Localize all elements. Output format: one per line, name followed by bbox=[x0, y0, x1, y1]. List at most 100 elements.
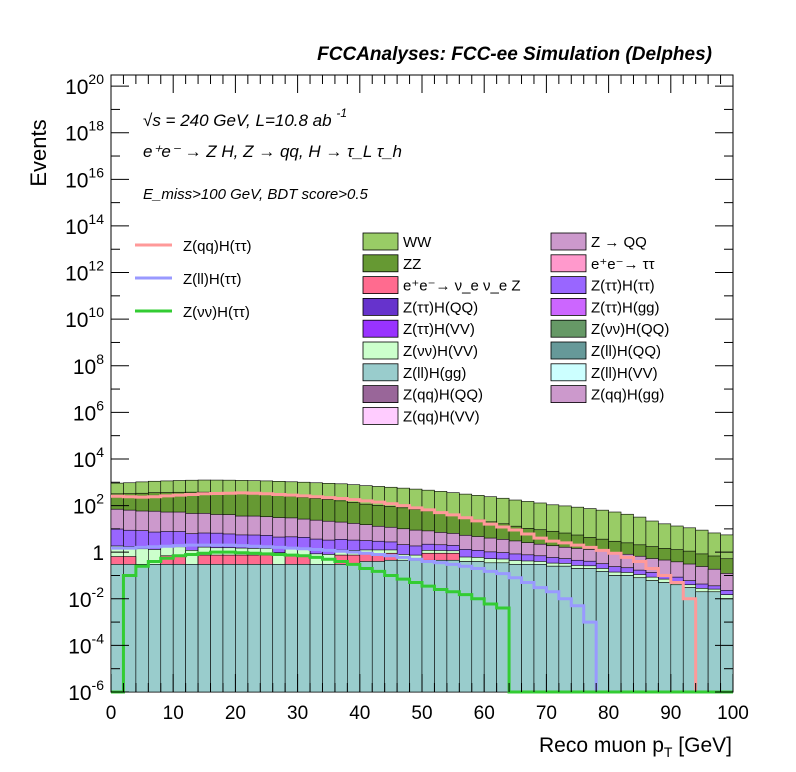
bin-zllhgg-41 bbox=[620, 575, 634, 693]
legend-fill-label: Z(ll)H(VV) bbox=[591, 365, 658, 382]
bin-zllhgg-45 bbox=[670, 584, 684, 693]
legend-fill-swatch bbox=[550, 341, 587, 360]
y-tick-label: 104 bbox=[73, 444, 104, 472]
bin-zllhgg-26 bbox=[434, 559, 448, 693]
bin-zllhgg-39 bbox=[595, 571, 609, 693]
y-tick-label: 10-6 bbox=[68, 677, 104, 705]
bin-zllhgg-24 bbox=[409, 559, 423, 693]
bin-zllhgg-17 bbox=[322, 564, 336, 693]
x-tick-label: 70 bbox=[536, 703, 557, 724]
legend-fill-swatch bbox=[550, 254, 587, 273]
y-tick-label: 1020 bbox=[65, 71, 104, 99]
y-tick-label: 106 bbox=[73, 397, 104, 425]
legend-fill-label: Z(qq)H(VV) bbox=[403, 408, 480, 425]
legend-fill-label: Z(ττ)H(QQ) bbox=[403, 299, 478, 316]
legend-fill-swatch bbox=[362, 276, 399, 295]
bin-zllhgg-10 bbox=[235, 564, 249, 693]
bin-zllhgg-25 bbox=[421, 559, 435, 693]
bin-zllhgg-47 bbox=[695, 591, 709, 693]
bin-zllhgg-18 bbox=[334, 564, 348, 693]
energy-line: √s = 240 GeV, L=10.8 ab bbox=[143, 111, 332, 130]
y-tick-label: 1014 bbox=[65, 211, 104, 239]
bin-zllhgg-19 bbox=[347, 564, 361, 693]
bin-zllhgg-35 bbox=[546, 565, 560, 693]
bin-zllhgg-8 bbox=[210, 564, 224, 693]
axis-layer: 0 10 20 30 40 50 60 70 80 90 10010-610-410-2110210… bbox=[65, 71, 749, 724]
legend-fill-label: e⁺e⁻→ ν_e ν_e Z bbox=[403, 278, 521, 295]
legend-fill-swatch bbox=[550, 276, 587, 295]
bin-zllhgg-44 bbox=[658, 582, 672, 693]
y-axis-title: Events bbox=[26, 119, 51, 186]
bin-zllhgg-14 bbox=[284, 564, 298, 693]
x-tick-label: 100 bbox=[717, 703, 749, 724]
bin-zllhgg-6 bbox=[185, 564, 199, 693]
legend-fill-label: Z(ττ)H(ττ) bbox=[591, 278, 655, 295]
legend-fill-swatch bbox=[550, 363, 587, 382]
bin-zllhgg-7 bbox=[197, 564, 211, 693]
legend-fill-label: Z → QQ bbox=[591, 234, 647, 251]
signal-layer bbox=[111, 491, 733, 694]
legend-line-label: Z(qq)H(ττ) bbox=[183, 238, 252, 255]
legend-fill-swatch bbox=[362, 385, 399, 404]
bin-zllhgg-30 bbox=[483, 562, 497, 693]
series-line-zllhtt bbox=[111, 543, 733, 694]
process-annotation: e⁺e⁻ → Z H, Z → qq, H → τ_L τ_h bbox=[143, 142, 402, 161]
legend-fill-swatch bbox=[362, 406, 399, 425]
y-tick-label: 1018 bbox=[65, 118, 104, 146]
x-axis-title-unit: [GeV] bbox=[672, 734, 732, 757]
legend-fill-label: Z(ττ)H(gg) bbox=[591, 299, 660, 316]
bin-zllhgg-4 bbox=[160, 564, 174, 693]
y-tick-label: 1012 bbox=[65, 258, 104, 286]
legend-fill-label: Z(νν)H(VV) bbox=[403, 343, 478, 360]
series-line-zqqhtt bbox=[111, 491, 733, 694]
bin-zllhgg-0 bbox=[110, 564, 124, 693]
bin-zllhgg-9 bbox=[222, 564, 236, 693]
legend-fill-swatch bbox=[362, 341, 399, 360]
legend-fill-swatch bbox=[550, 385, 587, 404]
legend-fill-swatch bbox=[550, 319, 587, 338]
bin-zllhgg-48 bbox=[707, 591, 721, 693]
legend-fill-label: Z(ττ)H(VV) bbox=[403, 321, 475, 338]
cuts-annotation: E_miss>100 GeV, BDT score>0.5 bbox=[143, 186, 368, 203]
x-tick-label: 80 bbox=[598, 703, 619, 724]
bin-zllhgg-43 bbox=[645, 580, 659, 693]
legend-fill-label: Z(qq)H(QQ) bbox=[403, 387, 483, 404]
y-tick-label: 102 bbox=[73, 491, 104, 519]
x-tick-label: 30 bbox=[287, 703, 308, 724]
series-line-znnhtt bbox=[111, 550, 733, 694]
legend-line-label: Z(νν)H(ττ) bbox=[183, 304, 250, 321]
legend-fill-swatch bbox=[362, 232, 399, 251]
legend-fill-swatch bbox=[362, 254, 399, 273]
x-tick-label: 40 bbox=[349, 703, 370, 724]
x-tick-label: 90 bbox=[660, 703, 681, 724]
bin-zllhgg-31 bbox=[496, 562, 510, 693]
bin-zllhgg-13 bbox=[272, 564, 286, 693]
bin-zllhgg-22 bbox=[384, 559, 398, 693]
bin-zllhgg-15 bbox=[297, 564, 311, 693]
bin-zllhgg-16 bbox=[309, 564, 323, 693]
legend-fill-swatch bbox=[362, 363, 399, 382]
bin-zllhgg-21 bbox=[371, 561, 385, 693]
y-tick-label: 1010 bbox=[65, 304, 104, 332]
lumi-exponent: -1 bbox=[336, 106, 347, 120]
legend-fill-swatch bbox=[550, 297, 587, 316]
legend-line-label: Z(ll)H(ττ) bbox=[183, 271, 242, 288]
bin-zllhgg-12 bbox=[259, 564, 274, 693]
bin-zllhgg-32 bbox=[508, 564, 522, 693]
bin-zllhgg-1 bbox=[123, 564, 137, 693]
x-axis-title-main: Reco muon p bbox=[539, 734, 664, 757]
bin-zllhgg-38 bbox=[583, 568, 597, 693]
bin-zllhgg-34 bbox=[533, 564, 547, 693]
x-tick-label: 60 bbox=[474, 703, 495, 724]
legend-fill-label: Z(νν)H(QQ) bbox=[591, 321, 669, 338]
legend-fill-swatch bbox=[362, 297, 399, 316]
legend-fill-label: e⁺e⁻→ ττ bbox=[591, 256, 655, 273]
y-tick-label: 1 bbox=[92, 542, 104, 565]
bin-zllhgg-2 bbox=[135, 564, 149, 693]
legend-fill-swatch bbox=[550, 232, 587, 251]
y-tick-label: 108 bbox=[73, 351, 104, 379]
x-tick-label: 20 bbox=[225, 703, 246, 724]
x-tick-label: 10 bbox=[163, 703, 184, 724]
x-axis-title: Reco muon pT [GeV] bbox=[539, 734, 732, 760]
